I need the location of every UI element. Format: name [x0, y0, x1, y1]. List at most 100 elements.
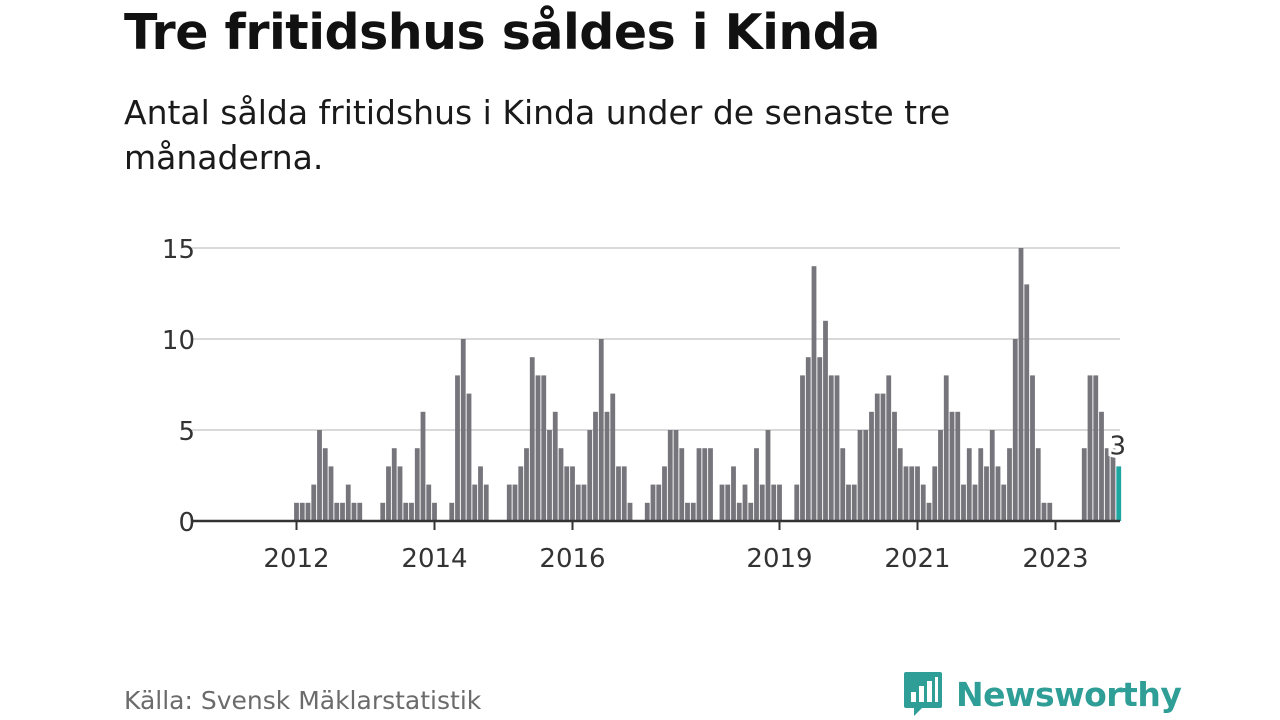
bar — [529, 357, 535, 521]
bar — [409, 502, 414, 521]
bar — [1093, 375, 1099, 521]
bar — [570, 466, 575, 521]
bar — [800, 375, 805, 521]
bar — [299, 502, 305, 521]
bar — [587, 430, 593, 521]
bar — [478, 466, 483, 521]
y-tick-label: 10 — [162, 326, 195, 356]
bar — [397, 466, 403, 521]
bar — [506, 484, 512, 521]
bar — [455, 375, 460, 521]
bar — [903, 466, 909, 521]
bar — [869, 411, 874, 521]
bar — [460, 339, 466, 521]
y-tick-label: 0 — [178, 508, 195, 538]
bar — [598, 339, 604, 521]
bar — [311, 484, 317, 521]
bar — [552, 411, 558, 521]
bar — [943, 375, 949, 521]
bar — [880, 393, 886, 521]
bar — [340, 502, 345, 521]
newsworthy-logo-icon — [904, 672, 942, 716]
source-note: Källa: Svensk Mäklarstatistik — [124, 686, 482, 715]
bar — [966, 448, 972, 521]
bar — [765, 430, 771, 521]
bar — [662, 466, 667, 521]
bar — [955, 411, 961, 521]
bar — [317, 430, 322, 521]
bar — [926, 502, 932, 521]
bar — [391, 448, 397, 521]
bar — [1110, 448, 1116, 521]
x-tick-label: 2012 — [263, 544, 329, 574]
bar — [989, 430, 995, 521]
x-tick-label: 2023 — [1022, 544, 1088, 574]
bar — [616, 466, 621, 521]
bar — [915, 466, 920, 521]
bar — [823, 320, 828, 521]
bar — [1087, 375, 1093, 521]
bar — [483, 484, 489, 521]
x-tick-label: 2016 — [539, 544, 605, 574]
bar — [719, 484, 725, 521]
bar — [414, 448, 420, 521]
x-tick-label: 2019 — [746, 544, 812, 574]
bar — [840, 448, 846, 521]
bar — [857, 430, 863, 521]
bar — [978, 448, 984, 521]
bar — [777, 484, 782, 521]
bar — [357, 502, 363, 521]
bar — [771, 484, 777, 521]
bar — [656, 484, 662, 521]
bar — [380, 502, 386, 521]
bar — [736, 502, 742, 521]
bar — [1030, 375, 1035, 521]
bar — [1041, 502, 1047, 521]
bar — [811, 266, 817, 521]
highlight-bar — [1116, 466, 1122, 521]
bar — [1081, 448, 1087, 521]
bar — [667, 430, 673, 521]
bar — [547, 430, 552, 521]
bar — [610, 393, 616, 521]
bar — [593, 411, 598, 521]
bar — [334, 502, 340, 521]
bar — [817, 357, 823, 521]
bar — [679, 448, 685, 521]
bar — [604, 411, 610, 521]
bar — [472, 484, 478, 521]
bar — [708, 448, 713, 521]
bar — [920, 484, 926, 521]
bar — [834, 375, 840, 521]
bar — [621, 466, 627, 521]
bar — [535, 375, 541, 521]
bar — [351, 502, 357, 521]
bar — [1001, 484, 1007, 521]
chart-title: Tre fritidshus såldes i Kinda — [124, 4, 880, 61]
bar — [673, 430, 679, 521]
last-value-label: 3 — [1109, 431, 1126, 461]
bar — [685, 502, 690, 521]
bar — [426, 484, 432, 521]
bar — [294, 502, 299, 521]
bar — [892, 411, 897, 521]
bar — [1047, 502, 1053, 521]
bar — [702, 448, 708, 521]
bar — [995, 466, 1001, 521]
bar — [575, 484, 581, 521]
y-tick-label: 5 — [178, 417, 195, 447]
bar — [328, 466, 334, 521]
bar — [949, 411, 955, 521]
bar — [972, 484, 978, 521]
bar — [696, 448, 702, 521]
bar — [725, 484, 731, 521]
bar — [403, 502, 409, 521]
bar — [518, 466, 524, 521]
chart-subtitle: Antal sålda fritidshus i Kinda under de … — [124, 93, 951, 177]
bar — [524, 448, 529, 521]
bar — [828, 375, 834, 521]
bar — [564, 466, 570, 521]
bar — [846, 484, 851, 521]
bar — [581, 484, 587, 521]
